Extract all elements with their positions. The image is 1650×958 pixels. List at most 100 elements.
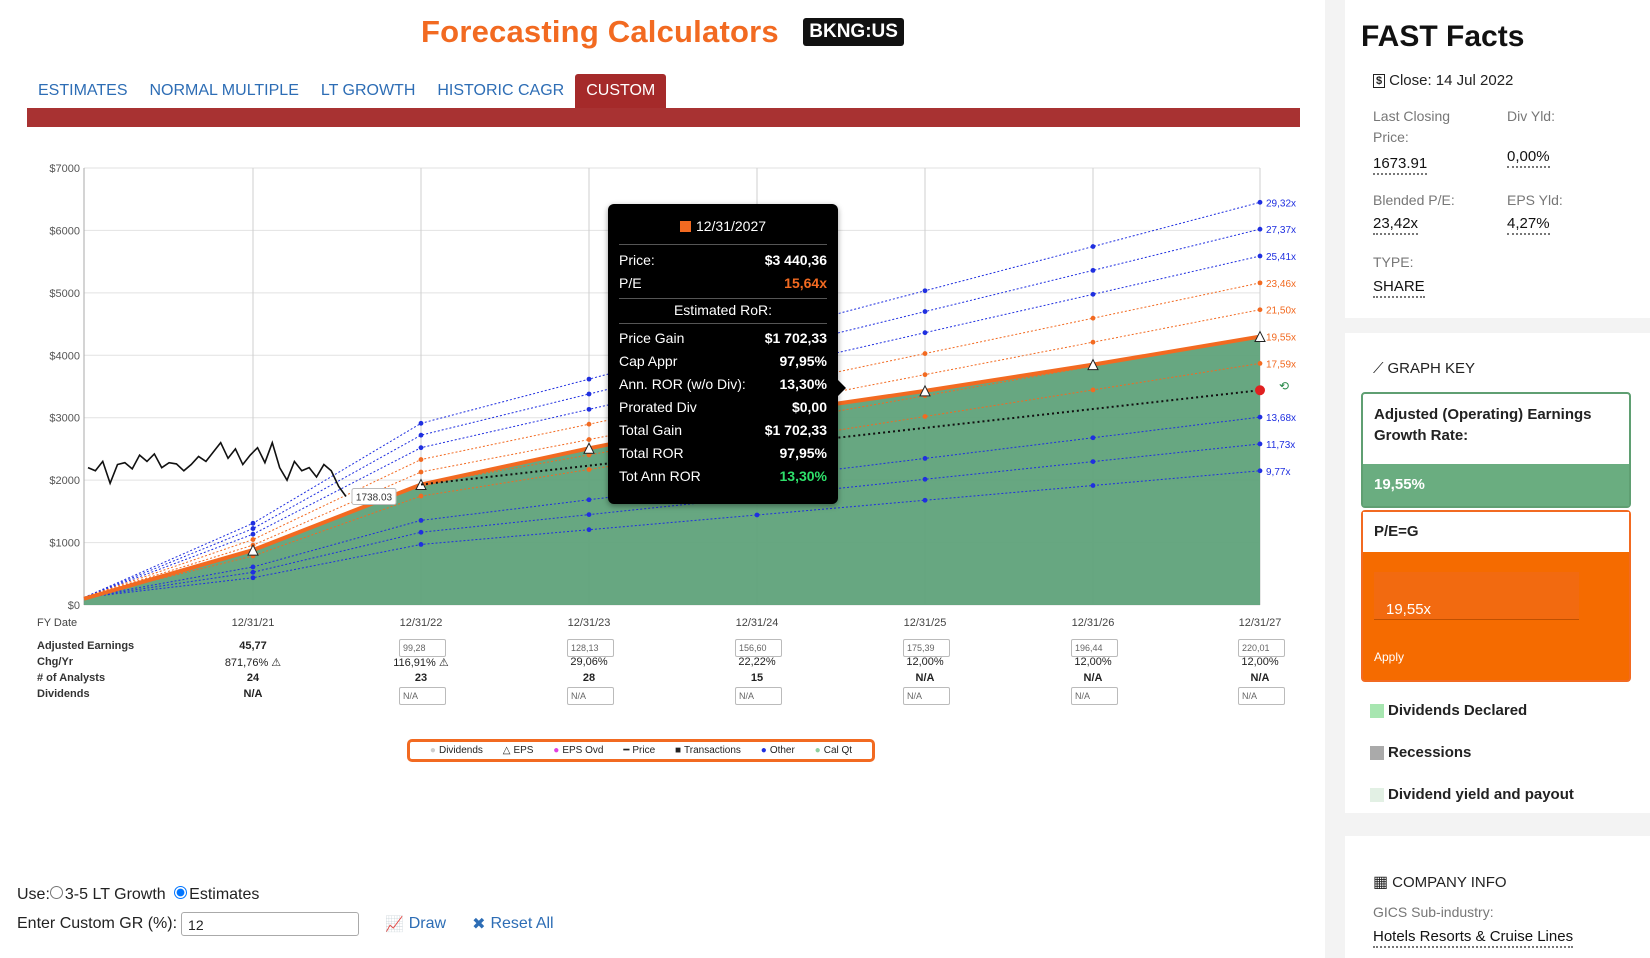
earnings-input[interactable]: 156,60 [735, 639, 782, 657]
analysts-cell: 24 [246, 672, 260, 684]
multiple-point [1090, 483, 1096, 488]
growth-rate-label: Adjusted (Operating) Earnings Growth Rat… [1374, 406, 1592, 444]
multiple-point [250, 531, 256, 537]
lt-growth-radio[interactable] [49, 886, 63, 899]
tab-custom[interactable]: CUSTOM [575, 74, 667, 110]
growth-rate-card: Adjusted (Operating) Earnings Growth Rat… [1361, 392, 1631, 508]
graph-key-title: ⟋ GRAPH KEY [1373, 360, 1476, 377]
multiple-point [586, 467, 592, 472]
page-title: Forecasting Calculators [421, 14, 779, 49]
multiple-point [1090, 435, 1096, 441]
earnings-input[interactable]: 128,13 [567, 639, 614, 657]
peg-input[interactable]: 19,55x [1374, 572, 1579, 620]
warning-icon: ⚠ [271, 657, 282, 669]
x-tick-label: 12/31/25 [903, 617, 947, 629]
y-tick-label: $5000 [49, 288, 80, 300]
forecast-price-point [1255, 385, 1265, 396]
gics-label: GICS Sub-industry: [1373, 904, 1494, 920]
multiple-point [418, 457, 424, 462]
pe-value[interactable]: 23,42x [1373, 215, 1419, 235]
last-price-value[interactable]: 1673.91 [1373, 155, 1428, 175]
multiple-label: 25,41x [1266, 252, 1296, 263]
multiple-point [1090, 244, 1096, 249]
multiple-point [922, 414, 928, 419]
multiple-point [586, 512, 592, 518]
dividends-input[interactable]: N/A [1071, 687, 1118, 705]
multiple-line [83, 255, 1261, 598]
tab-estimates[interactable]: ESTIMATES [38, 82, 128, 99]
legend-eps[interactable]: △ EPS [502, 745, 534, 756]
estimates-label: Estimates [189, 886, 260, 903]
multiple-point [418, 529, 424, 535]
dividends-input[interactable]: N/A [903, 687, 950, 705]
draw-button[interactable]: 📈 Draw [385, 915, 447, 933]
tab-lt-growth[interactable]: LT GROWTH [320, 82, 416, 99]
custom-gr-row: Enter Custom GR (%): 12 📈 Draw ✖ Reset All [17, 912, 554, 936]
gics-value[interactable]: Hotels Resorts & Cruise Lines [1373, 928, 1574, 948]
eps-yld-value[interactable]: 4,27% [1507, 215, 1550, 235]
earnings-input[interactable]: 99,28 [399, 639, 446, 657]
type-value[interactable]: SHARE [1373, 278, 1425, 298]
multiple-point [1090, 291, 1096, 297]
multiple-label: 27,37x [1266, 225, 1296, 236]
multiple-point [250, 575, 256, 581]
key-dividends-declared[interactable]: Dividends Declared [1370, 702, 1527, 719]
multiple-point [1090, 267, 1096, 273]
tooltip-row: Total ROR 97,95% [619, 445, 827, 461]
price-label-box [351, 487, 397, 505]
dividends-input[interactable]: N/A [399, 687, 446, 705]
tab-normal-multiple[interactable]: NORMAL MULTIPLE [149, 82, 299, 99]
price-history-line [87, 440, 347, 497]
multiple-point [922, 372, 928, 378]
dividends-input[interactable]: N/A [1238, 687, 1285, 705]
legend-transactions[interactable]: ■ Transactions [675, 745, 741, 756]
div-yld-value[interactable]: 0,00% [1507, 148, 1550, 168]
earnings-input[interactable]: 220,01 [1238, 639, 1285, 657]
chart-icon: 📈 [385, 916, 404, 933]
x-tick-label: 12/31/21 [231, 617, 275, 629]
multiple-point [922, 476, 928, 482]
chg-cell: 12,00% [906, 656, 944, 668]
multiple-point [1257, 253, 1263, 259]
apply-button[interactable]: Apply [1374, 650, 1405, 664]
reset-all-button[interactable]: ✖ Reset All [472, 915, 554, 933]
eps-marker [919, 384, 931, 397]
multiple-label: 23,46x [1266, 279, 1296, 290]
multiple-point [922, 330, 928, 336]
legend-other[interactable]: ● Other [760, 745, 795, 756]
x-tick-label: 12/31/24 [735, 617, 779, 629]
analysts-cell: N/A [1250, 672, 1270, 684]
key-dividend-yield[interactable]: Dividend yield and payout [1370, 786, 1574, 803]
multiple-point [418, 432, 424, 438]
multiple-point [250, 537, 256, 542]
y-tick-label: $0 [68, 600, 80, 610]
analysts-cell: N/A [1083, 672, 1103, 684]
multiple-point [922, 456, 928, 461]
multiple-point [754, 512, 760, 518]
legend-cal-qt[interactable]: ● Cal Qt [814, 745, 853, 756]
chg-cell: 871,76% ⚠ [224, 657, 282, 669]
legend-price[interactable]: ━ Price [623, 745, 656, 756]
dividends-input[interactable]: N/A [567, 687, 614, 705]
earnings-input[interactable]: 175,39 [903, 639, 950, 657]
key-recessions[interactable]: Recessions [1370, 744, 1471, 761]
estimates-radio[interactable] [174, 886, 188, 899]
chg-cell: 12,00% [1074, 656, 1112, 668]
warning-icon: ⚠ [438, 657, 449, 669]
main-panel: Forecasting Calculators BKNG:US ESTIMATE… [0, 0, 1325, 958]
eps-marker [1087, 358, 1099, 371]
tab-historic-cagr[interactable]: HISTORIC CAGR [437, 82, 565, 99]
multiple-point [1090, 459, 1096, 465]
fast-facts-title: FAST Facts [1361, 20, 1525, 53]
custom-gr-input[interactable]: 12 [181, 912, 360, 936]
refresh-icon: ⟲ [1279, 379, 1289, 393]
dollar-icon: $ [1373, 73, 1386, 88]
legend-dividends[interactable]: ● Dividends [429, 745, 483, 756]
eps-marker [247, 543, 259, 556]
earnings-input[interactable]: 196,44 [1071, 639, 1118, 657]
tab-bar: ESTIMATES NORMAL MULTIPLE LT GROWTH HIST… [27, 74, 667, 110]
price-label: 1738.03 [356, 492, 393, 503]
dividends-input[interactable]: N/A [735, 687, 782, 705]
legend-eps-ovd[interactable]: ● EPS Ovd [553, 745, 604, 756]
y-tick-label: $3000 [49, 413, 80, 425]
